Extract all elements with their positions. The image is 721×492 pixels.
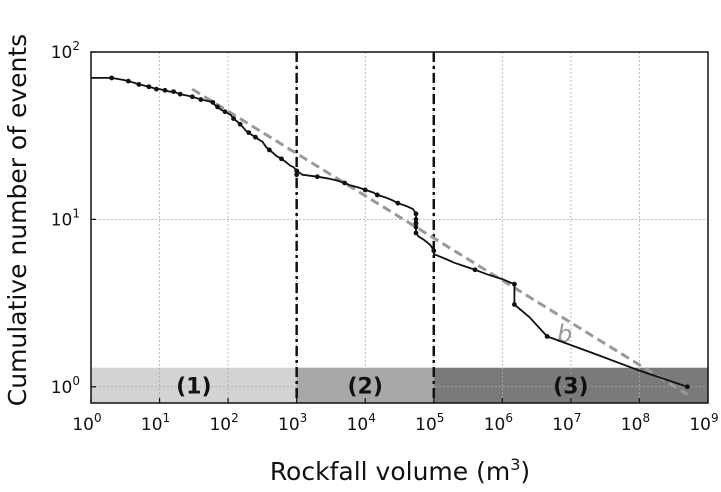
x-tick-base: 10 <box>141 415 163 435</box>
x-tick-base: 10 <box>347 415 369 435</box>
data-point <box>684 384 690 390</box>
y-tick-base: 10 <box>51 378 73 398</box>
data-point <box>413 211 419 217</box>
data-point <box>222 109 228 115</box>
data-point <box>314 174 320 180</box>
data-point <box>413 216 419 222</box>
y-axis-label: Cumulative number of events <box>3 34 32 406</box>
data-point <box>431 248 437 254</box>
x-tick-label: 102 <box>209 411 238 435</box>
data-point <box>544 333 550 339</box>
data-point <box>210 99 216 105</box>
x-tick-label: 103 <box>278 411 307 435</box>
x-tick-base: 10 <box>415 415 437 435</box>
x-tick-exp: 6 <box>505 411 513 425</box>
x-tick-base: 10 <box>72 415 94 435</box>
zone-band-1 <box>91 367 297 403</box>
y-tick-label: 102 <box>51 39 80 63</box>
data-point <box>246 130 252 135</box>
x-tick-exp: 9 <box>711 411 719 425</box>
data-point <box>279 156 284 162</box>
data-point <box>198 97 204 102</box>
x-tick-label: 104 <box>347 411 376 435</box>
plot-frame <box>90 51 709 404</box>
x-tick-exp: 8 <box>642 411 650 425</box>
data-point <box>512 281 517 287</box>
x-tick-label: 105 <box>415 411 444 435</box>
data-point <box>294 172 300 178</box>
x-tick-label: 109 <box>689 411 718 435</box>
x-axis-label-tail: ) <box>520 457 530 486</box>
x-tick-label: 106 <box>484 411 513 435</box>
x-tick-label: 101 <box>141 411 170 435</box>
data-point <box>413 230 419 236</box>
x-tick-base: 10 <box>209 415 231 435</box>
zone-label-2: (2) <box>348 374 383 399</box>
x-tick-base: 10 <box>689 415 711 435</box>
x-axis-label-text: Rockfall volume (m <box>270 457 510 486</box>
data-point <box>512 302 517 307</box>
x-tick-exp: 1 <box>163 411 171 425</box>
y-tick-exp: 0 <box>72 374 80 388</box>
zone-label-1: (1) <box>176 374 211 399</box>
data-point <box>472 267 478 273</box>
data-point <box>413 224 419 230</box>
data-point <box>413 220 419 226</box>
x-tick-base: 10 <box>621 415 643 435</box>
x-tick-label: 108 <box>621 411 650 435</box>
data-point <box>162 87 168 93</box>
fit-line <box>191 87 689 396</box>
x-tick-exp: 3 <box>300 411 308 425</box>
y-tick-base: 10 <box>51 210 73 230</box>
y-tick-exp: 1 <box>72 206 80 220</box>
x-tick-label: 107 <box>552 411 581 435</box>
fit-line-group: b <box>191 87 689 396</box>
data-point <box>109 75 115 81</box>
data-point <box>237 121 243 127</box>
zone-label-3: (3) <box>553 374 588 399</box>
data-point <box>189 94 195 100</box>
x-tick-exp: 0 <box>94 411 102 425</box>
data-point <box>294 168 300 174</box>
x-tick-exp: 2 <box>231 411 239 425</box>
data-point <box>215 104 220 110</box>
x-tick-exp: 5 <box>437 411 445 425</box>
y-tick-label: 100 <box>51 374 80 398</box>
x-tick-base: 10 <box>484 415 506 435</box>
x-tick-label: 100 <box>72 411 101 435</box>
data-point <box>171 89 176 94</box>
series-group <box>91 75 690 390</box>
data-point <box>177 91 183 97</box>
y-tick-label: 101 <box>51 206 80 230</box>
data-point <box>395 200 401 206</box>
x-tick-base: 10 <box>278 415 300 435</box>
data-point <box>252 134 258 140</box>
data-point <box>154 86 159 92</box>
zone-boundaries <box>295 52 436 403</box>
data-point <box>136 82 142 87</box>
x-axis-label: Rockfall volume (m3) <box>270 455 530 486</box>
x-tick-base: 10 <box>552 415 574 435</box>
x-tick-exp: 7 <box>574 411 582 425</box>
data-point <box>146 84 152 90</box>
data-point <box>231 116 236 122</box>
data-point <box>374 192 380 198</box>
y-tick-exp: 2 <box>72 39 80 53</box>
x-tick-exp: 4 <box>368 411 376 425</box>
data-point <box>125 78 131 84</box>
y-tick-base: 10 <box>51 43 73 63</box>
data-point <box>362 187 368 193</box>
zone-labels: (1) (2) (3) <box>176 374 588 399</box>
data-point <box>266 147 272 153</box>
x-tick-labels: 100 101 102 103 104 105 106 107 108 109 <box>72 398 719 435</box>
data-point <box>342 180 347 186</box>
x-axis-label-sup: 3 <box>510 455 520 474</box>
